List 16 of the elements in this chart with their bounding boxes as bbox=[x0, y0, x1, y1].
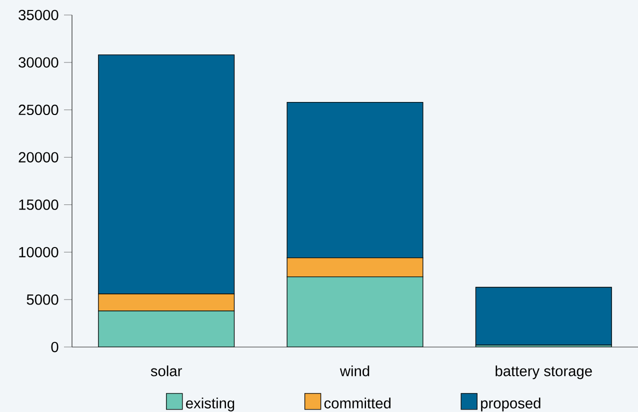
bar bbox=[98, 310, 235, 347]
y-tick-label: 20000 bbox=[18, 152, 58, 162]
legend-label: proposed bbox=[481, 398, 540, 412]
y-tick-label: 10000 bbox=[19, 246, 58, 258]
y-tick-label: 25000 bbox=[18, 104, 58, 116]
y-tick-label: 30000 bbox=[18, 57, 58, 68]
legend-label: committed bbox=[324, 398, 390, 408]
bar bbox=[286, 276, 424, 347]
x-tick-label: battery storage bbox=[496, 365, 592, 380]
y-tick-label: 15000 bbox=[19, 200, 58, 210]
y-tick-label: 35000 bbox=[18, 10, 58, 20]
y-tick-label: 5000 bbox=[26, 294, 58, 305]
x-tick-label: wind bbox=[340, 365, 370, 376]
legend-label: existing bbox=[186, 398, 234, 412]
y-tick-label: 0 bbox=[51, 342, 58, 352]
x-tick-label: solar bbox=[150, 365, 182, 376]
